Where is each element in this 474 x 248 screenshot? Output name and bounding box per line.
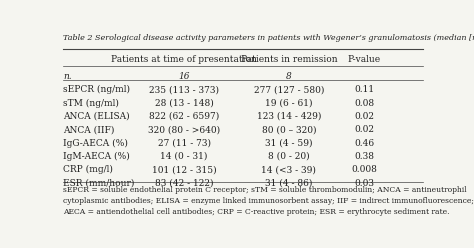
Text: CRP (mg/l): CRP (mg/l) — [63, 165, 113, 174]
Text: Table 2 Serological disease activity parameters in patients with Wegener’s granu: Table 2 Serological disease activity par… — [63, 34, 474, 42]
Text: 14 (<3 - 39): 14 (<3 - 39) — [261, 165, 316, 174]
Text: P-value: P-value — [347, 55, 381, 63]
Text: 0.02: 0.02 — [354, 112, 374, 121]
Text: 83 (42 - 122): 83 (42 - 122) — [155, 179, 213, 188]
Text: 8: 8 — [286, 72, 292, 81]
Text: 14 (0 - 31): 14 (0 - 31) — [161, 152, 208, 161]
Text: 235 (113 - 373): 235 (113 - 373) — [149, 85, 219, 94]
Text: 31 (4 - 86): 31 (4 - 86) — [265, 179, 312, 188]
Text: 80 (0 – 320): 80 (0 – 320) — [262, 125, 316, 134]
Text: Patients at time of presentation: Patients at time of presentation — [111, 55, 257, 63]
Text: 277 (127 - 580): 277 (127 - 580) — [254, 85, 324, 94]
Text: 0.46: 0.46 — [354, 139, 374, 148]
Text: IgG-AECA (%): IgG-AECA (%) — [63, 139, 128, 148]
Text: 101 (12 - 315): 101 (12 - 315) — [152, 165, 217, 174]
Text: 0.008: 0.008 — [351, 165, 377, 174]
Text: 27 (11 - 73): 27 (11 - 73) — [158, 139, 210, 148]
Text: 123 (14 - 429): 123 (14 - 429) — [256, 112, 321, 121]
Text: sEPCR (ng/ml): sEPCR (ng/ml) — [63, 85, 130, 94]
Text: 0.11: 0.11 — [354, 85, 374, 94]
Text: 16: 16 — [178, 72, 190, 81]
Text: ANCA (ELISA): ANCA (ELISA) — [63, 112, 129, 121]
Text: IgM-AECA (%): IgM-AECA (%) — [63, 152, 130, 161]
Text: sTM (ng/ml): sTM (ng/ml) — [63, 98, 119, 108]
Text: n.: n. — [63, 72, 72, 81]
Text: 0.38: 0.38 — [354, 152, 374, 161]
Text: 0.02: 0.02 — [354, 125, 374, 134]
Text: Patients in remission: Patients in remission — [240, 55, 337, 63]
Text: 822 (62 - 6597): 822 (62 - 6597) — [149, 112, 219, 121]
Text: 0.08: 0.08 — [354, 98, 374, 107]
Text: 28 (13 - 148): 28 (13 - 148) — [155, 98, 213, 107]
Text: 0.03: 0.03 — [354, 179, 374, 188]
Text: 19 (6 - 61): 19 (6 - 61) — [265, 98, 312, 107]
Text: ANCA (IIF): ANCA (IIF) — [63, 125, 114, 134]
Text: 31 (4 - 59): 31 (4 - 59) — [265, 139, 312, 148]
Text: ESR (mm/hour): ESR (mm/hour) — [63, 179, 134, 188]
Text: 8 (0 - 20): 8 (0 - 20) — [268, 152, 310, 161]
Text: 320 (80 - >640): 320 (80 - >640) — [148, 125, 220, 134]
Text: sEPCR = soluble endothelial protein C receptor; sTM = soluble thrombomodulin; AN: sEPCR = soluble endothelial protein C re… — [63, 186, 474, 216]
